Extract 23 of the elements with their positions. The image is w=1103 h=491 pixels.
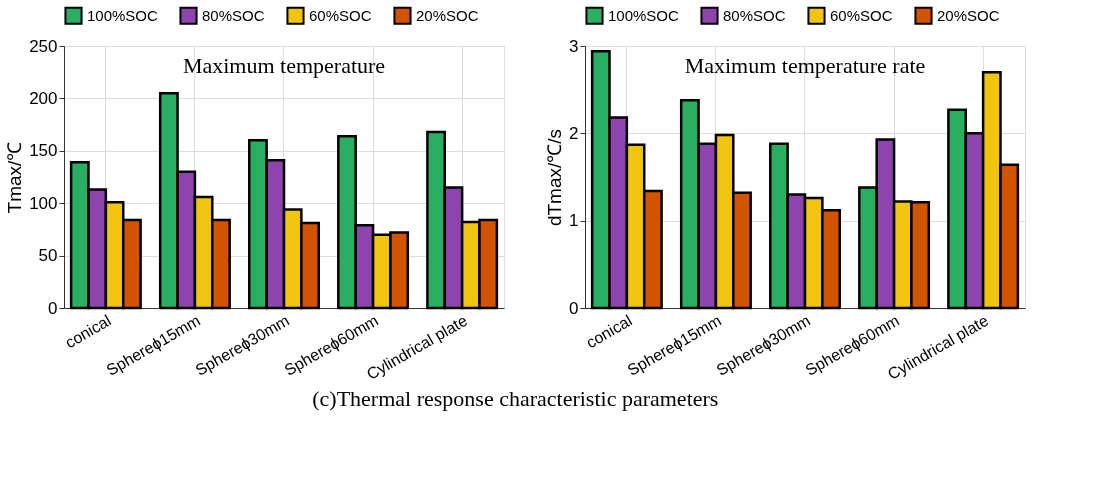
y-tick-label: 250	[29, 36, 58, 56]
legend-label: 80%SOC	[202, 6, 265, 24]
legend-label: 60%SOC	[830, 6, 893, 24]
y-tick-label: 1	[569, 211, 579, 231]
y-tick-label: 0	[48, 298, 58, 318]
y-tick-label: 150	[29, 141, 58, 161]
legend-label: 20%SOC	[937, 6, 1000, 24]
y-axis-title: dTmax/℃/s	[544, 128, 566, 227]
series-label: 100%SOC	[608, 6, 680, 24]
legend-label: 80%SOC	[723, 6, 786, 24]
y-tick-label: 100	[29, 193, 58, 213]
y-tick-label: 200	[29, 88, 58, 108]
chart-title: Maximum temperature rate	[684, 53, 926, 78]
y-tick-label: 3	[569, 36, 579, 56]
y-tick-label: 0	[569, 298, 579, 318]
text: (c)Thermal response characteristic parameters	[312, 385, 719, 411]
y-tick-label: 2	[569, 123, 579, 143]
y-axis-title: Tmax/℃	[4, 141, 26, 214]
y-tick-label: 50	[38, 246, 58, 266]
legend-label: 100%SOC	[87, 6, 159, 24]
chart-title: Maximum temperature	[182, 53, 386, 78]
legend-label: 60%SOC	[309, 6, 372, 24]
legend-label: 20%SOC	[416, 6, 479, 24]
